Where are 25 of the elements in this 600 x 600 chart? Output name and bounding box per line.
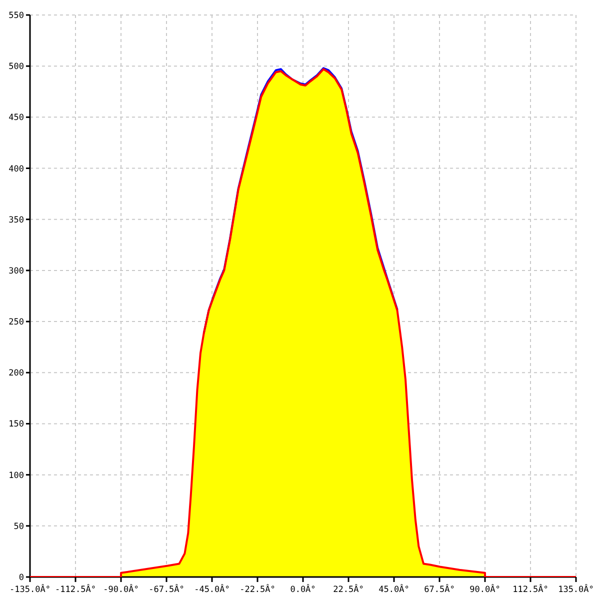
x-tick-label: 135.0Â°	[558, 584, 594, 596]
y-tick-label: 450	[8, 113, 24, 124]
y-tick-label: 400	[8, 164, 24, 174]
y-tick-label: 550	[8, 11, 24, 22]
x-tick-label: -112.5Â°	[55, 584, 96, 596]
x-tick-label: -135.0Â°	[10, 584, 50, 596]
x-tick-label: 45.0Â°	[378, 584, 410, 596]
x-tick-label: 0.0Â°	[290, 584, 316, 596]
y-tick-label: 200	[8, 368, 24, 379]
x-tick-label: -45.0Â°	[194, 584, 230, 596]
y-tick-label: 150	[8, 420, 24, 430]
y-tick-label: 50	[14, 522, 24, 532]
x-tick-label: 22.5Â°	[333, 584, 364, 596]
y-tick-label: 300	[8, 266, 24, 276]
x-tick-label: 90.0Â°	[470, 584, 500, 596]
y-tick-label: 0	[18, 573, 24, 584]
y-tick-label: 100	[8, 470, 24, 481]
y-tick-label: 250	[8, 318, 24, 328]
x-tick-label: -67.5Â°	[148, 584, 184, 596]
x-tick-label: -22.5Â°	[240, 584, 276, 596]
x-tick-label: 67.5Â°	[424, 584, 455, 596]
y-tick-label: 350	[8, 215, 24, 226]
x-tick-label: 112.5Â°	[512, 584, 548, 596]
y-tick-label: 500	[8, 62, 24, 72]
x-tick-label: -90.0Â°	[103, 584, 139, 596]
